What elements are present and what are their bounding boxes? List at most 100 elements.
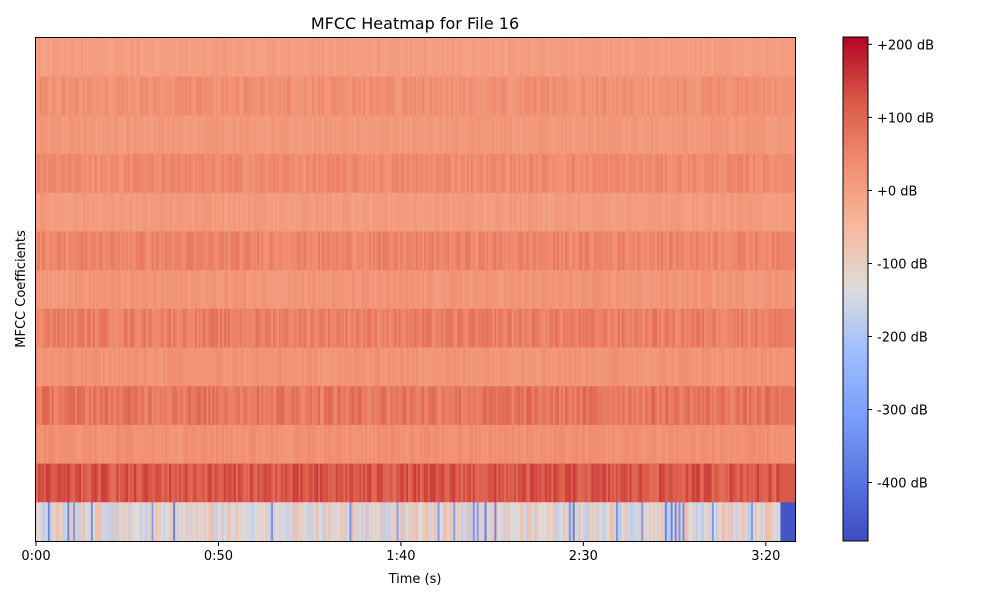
- heatmap-cell: [466, 115, 470, 155]
- heatmap-cell: [690, 154, 693, 194]
- heatmap-cell: [478, 347, 482, 387]
- heatmap-cell: [613, 38, 617, 78]
- heatmap-cell: [445, 502, 448, 542]
- heatmap-cell: [345, 424, 349, 465]
- heatmap-cell: [220, 76, 223, 116]
- heatmap-cell: [743, 424, 746, 465]
- heatmap-cell: [186, 38, 190, 78]
- heatmap-cell: [539, 386, 543, 426]
- heatmap-cell: [306, 424, 309, 465]
- heatmap-cell: [408, 192, 411, 233]
- heatmap-cell: [347, 115, 351, 155]
- heatmap-cell: [194, 386, 198, 426]
- heatmap-cell: [325, 424, 329, 465]
- heatmap-cell: [253, 192, 256, 233]
- heatmap-cell: [235, 502, 239, 542]
- heatmap-cell: [161, 192, 164, 233]
- heatmap-cell: [94, 386, 98, 426]
- heatmap-cell: [639, 231, 642, 271]
- heatmap-cell: [53, 424, 57, 465]
- heatmap-cell: [484, 308, 488, 349]
- heatmap-cell: [745, 308, 748, 349]
- heatmap-cell: [253, 270, 256, 310]
- heatmap-cell: [145, 502, 149, 542]
- heatmap-cell: [564, 386, 568, 426]
- heatmap-cell: [353, 347, 356, 387]
- heatmap-cell: [752, 502, 756, 542]
- heatmap-cell: [705, 502, 709, 542]
- heatmap-cell: [392, 386, 396, 426]
- heatmap-cell: [398, 231, 401, 271]
- heatmap-cell: [727, 154, 731, 194]
- heatmap-cell: [59, 231, 63, 271]
- heatmap-cell: [182, 424, 186, 465]
- heatmap-cell: [316, 231, 319, 271]
- heatmap-cell: [508, 386, 511, 426]
- heatmap-cell: [322, 192, 325, 233]
- heatmap-cell: [523, 38, 527, 78]
- heatmap-cell: [224, 502, 227, 542]
- heatmap-cell: [443, 115, 447, 155]
- heatmap-cell: [218, 308, 221, 349]
- heatmap-cell: [537, 386, 541, 426]
- heatmap-cell: [36, 192, 39, 233]
- heatmap-cell: [680, 463, 684, 503]
- heatmap-cell: [382, 502, 386, 542]
- heatmap-cell: [214, 154, 217, 194]
- heatmap-cell: [564, 463, 568, 503]
- heatmap-cell: [314, 115, 317, 155]
- heatmap-cell: [186, 115, 190, 155]
- heatmap-cell: [282, 76, 286, 116]
- heatmap-cell: [686, 38, 689, 78]
- heatmap-cell: [527, 115, 531, 155]
- heatmap-cell: [55, 463, 59, 503]
- heatmap-cell: [602, 347, 605, 387]
- heatmap-cell: [731, 308, 734, 349]
- heatmap-cell: [261, 270, 264, 310]
- heatmap-cell: [623, 463, 627, 503]
- heatmap-cell: [137, 231, 141, 271]
- heatmap-cell: [241, 270, 245, 310]
- heatmap-cell: [721, 308, 725, 349]
- heatmap-cell: [739, 38, 742, 78]
- heatmap-cell: [186, 270, 190, 310]
- heatmap-cell: [439, 463, 443, 503]
- heatmap-cell: [406, 463, 409, 503]
- heatmap-cell: [282, 424, 286, 465]
- heatmap-cell: [486, 463, 490, 503]
- heatmap-cell: [529, 154, 533, 194]
- heatmap-cell: [547, 76, 550, 116]
- heatmap-cell: [155, 270, 159, 310]
- heatmap-cell: [698, 308, 701, 349]
- heatmap-cell: [36, 231, 39, 271]
- heatmap-cell: [255, 270, 258, 310]
- heatmap-cell: [564, 38, 568, 78]
- heatmap-cell: [131, 154, 135, 194]
- heatmap-cell: [443, 231, 447, 271]
- heatmap-cell: [359, 38, 362, 78]
- heatmap-cell: [388, 76, 392, 116]
- heatmap-cell: [372, 270, 376, 310]
- heatmap-cell: [329, 231, 333, 271]
- heatmap-cell: [255, 502, 258, 542]
- heatmap-cell: [551, 76, 554, 116]
- heatmap-cell: [488, 76, 492, 116]
- heatmap-cell: [100, 115, 104, 155]
- heatmap-cell: [386, 192, 390, 233]
- heatmap-cell: [77, 154, 80, 194]
- heatmap-cell: [758, 38, 762, 78]
- heatmap-cell: [247, 424, 251, 465]
- heatmap-cell: [474, 38, 478, 78]
- heatmap-cell: [216, 192, 219, 233]
- heatmap-cell: [408, 424, 411, 465]
- heatmap-cell: [251, 38, 255, 78]
- heatmap-cell: [233, 76, 237, 116]
- heatmap-cell: [494, 38, 497, 78]
- heatmap-cell: [288, 115, 292, 155]
- heatmap-cell: [65, 270, 68, 310]
- heatmap-cell: [90, 38, 94, 78]
- heatmap-cell: [320, 386, 323, 426]
- heatmap-cell: [476, 231, 480, 271]
- heatmap-cell: [494, 154, 497, 194]
- heatmap-cell: [47, 154, 51, 194]
